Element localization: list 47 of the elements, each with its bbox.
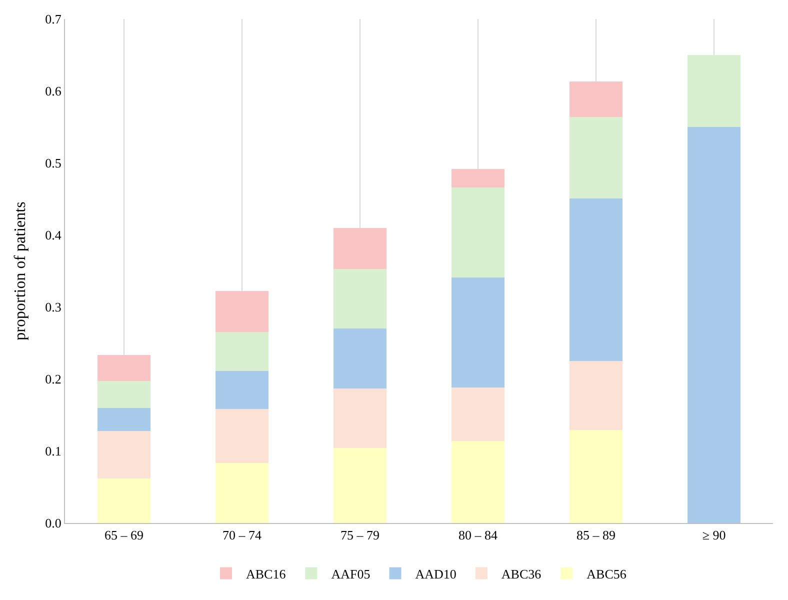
bar: [569, 361, 623, 430]
bar: [687, 55, 741, 127]
x-tick-label: 75 – 79: [340, 528, 380, 543]
legend-label: ABC56: [586, 566, 627, 582]
legend-label: AAD10: [415, 566, 456, 582]
bar: [97, 408, 151, 431]
y-tick-label: 0.1: [45, 444, 62, 459]
bar: [333, 388, 387, 448]
bar: [333, 328, 387, 388]
y-tick-label: 0.3: [45, 300, 62, 315]
y-tick-label: 0.0: [45, 516, 62, 531]
bar: [215, 463, 269, 523]
x-tick-label: 80 – 84: [458, 528, 498, 543]
bar: [569, 82, 623, 117]
bar: [569, 430, 623, 523]
bar: [333, 228, 387, 269]
legend-label: ABC16: [246, 566, 286, 582]
bar: [451, 187, 505, 278]
bar: [333, 448, 387, 523]
bar: [569, 116, 623, 198]
x-tick-label: ≥ 90: [702, 528, 726, 543]
bar: [687, 127, 741, 523]
x-tick-label: 65 – 69: [104, 528, 144, 543]
y-axis-title: proportion of patients: [12, 202, 30, 340]
bar: [97, 478, 151, 523]
bar: [451, 388, 505, 441]
bar: [215, 332, 269, 372]
bar: [215, 291, 269, 332]
bar: [97, 381, 151, 408]
bar: [451, 440, 505, 523]
x-tick-label: 70 – 74: [222, 528, 262, 543]
x-tick-label: 85 – 89: [576, 528, 616, 543]
legend-label: AAF05: [331, 566, 370, 582]
y-tick-label: 0.2: [45, 372, 62, 387]
bar: [451, 168, 505, 188]
y-tick-label: 0.6: [45, 84, 62, 99]
y-tick-label: 0.7: [45, 12, 62, 27]
bar: [569, 198, 623, 361]
bar: [97, 430, 151, 478]
bar: [215, 409, 269, 464]
bar: [451, 277, 505, 388]
bar: [215, 371, 269, 410]
y-tick-label: 0.4: [45, 228, 62, 243]
y-tick-label: 0.5: [45, 156, 62, 171]
bar: [97, 355, 151, 382]
bar: [333, 268, 387, 329]
legend-label: ABC36: [501, 566, 542, 582]
